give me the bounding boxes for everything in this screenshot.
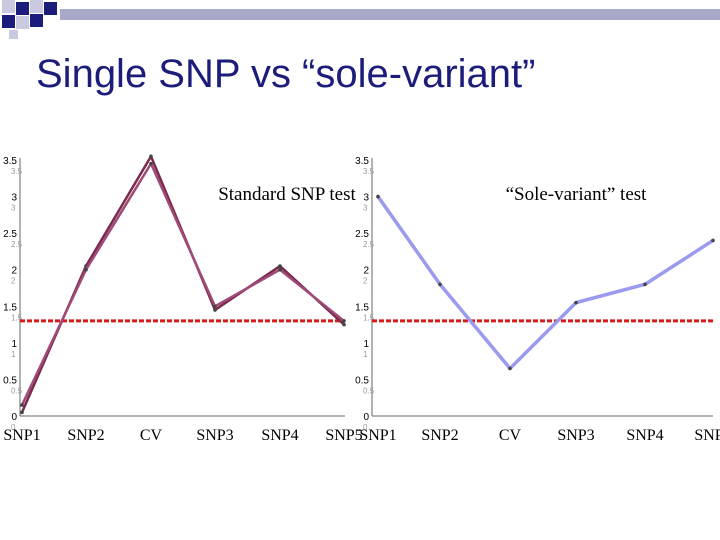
y-tick-label-shadow: 1 (363, 350, 368, 359)
y-tick-label: 1.5 (3, 302, 17, 313)
data-point (574, 300, 578, 305)
data-point (149, 161, 153, 166)
chart-title: Standard SNP test (218, 184, 356, 205)
y-tick-label-shadow: 3 (363, 204, 368, 213)
chart-title: “Sole-variant” test (506, 184, 648, 205)
y-tick-label: 0 (363, 412, 369, 423)
y-tick-label: 1 (11, 339, 17, 350)
y-tick-label-shadow: 2.5 (363, 240, 375, 249)
y-tick-label-shadow: 0.5 (363, 386, 375, 395)
y-tick-label-shadow: 1 (11, 350, 16, 359)
data-point (20, 410, 24, 415)
slide-title: Single SNP vs “sole-variant” (36, 52, 536, 96)
series-line (20, 162, 345, 406)
chart-1: 00 0.50.5 11 1.51.5 22 2.52.5 33 3.53.5 SNP1 SNP2… (3, 154, 363, 444)
y-tick-label-shadow: 1.5 (11, 313, 23, 322)
data-point (213, 304, 217, 309)
data-point (278, 264, 282, 268)
x-category-label: SNP5 (325, 427, 362, 444)
data-point (643, 282, 647, 287)
y-tick-label-shadow: 3 (11, 204, 16, 213)
x-category-label: CV (140, 427, 163, 444)
data-point (438, 282, 442, 287)
x-category-label: SNP2 (421, 427, 458, 444)
y-tick-label-shadow: 0 (11, 423, 16, 432)
y-tick-label: 2 (363, 266, 369, 277)
x-category-label: SNP2 (67, 427, 104, 444)
y-tick-label-shadow: 0.5 (11, 386, 23, 395)
data-point (342, 322, 346, 327)
y-tick-label: 1 (363, 339, 369, 350)
y-tick-label: 1.5 (355, 302, 369, 313)
y-tick-label-shadow: 2.5 (11, 240, 23, 249)
y-tick-label-shadow: 0 (363, 423, 368, 432)
data-point (342, 319, 346, 323)
y-tick-label-shadow: 3.5 (11, 167, 23, 176)
header-decoration (2, 0, 720, 39)
x-category-label: SNP3 (196, 427, 233, 444)
y-tick-label-shadow: 3.5 (363, 167, 375, 176)
data-point (149, 154, 153, 159)
y-tick-label: 3.5 (3, 156, 17, 167)
data-point (376, 194, 380, 199)
series-line (376, 195, 714, 371)
x-category-label: CV (499, 427, 522, 444)
data-point (711, 238, 715, 243)
data-point (278, 267, 282, 272)
y-tick-label: 0 (11, 412, 17, 423)
y-tick-label: 0.5 (3, 375, 17, 386)
chart-2: 00 0.50.5 11 1.51.5 22 2.52.5 33 3.53.5 SNP1 SNP2… (355, 156, 720, 444)
x-category-label: SNP1 (3, 427, 40, 444)
y-tick-label: 2.5 (3, 229, 17, 240)
y-tick-label: 3 (11, 193, 17, 204)
data-point (213, 308, 217, 312)
data-point (20, 403, 24, 407)
y-tick-label: 0.5 (355, 375, 369, 386)
y-tick-label: 2.5 (355, 229, 369, 240)
data-point (84, 267, 88, 272)
x-category-label: SNP3 (557, 427, 594, 444)
header-bar (60, 9, 720, 20)
x-category-label: SNP4 (626, 427, 663, 444)
y-tick-label: 3 (363, 193, 369, 204)
y-tick-label: 3.5 (355, 156, 369, 167)
y-tick-label-shadow: 1.5 (363, 313, 375, 322)
x-category-label: SNP1 (359, 427, 396, 444)
data-point (508, 366, 512, 371)
header-squares (2, 0, 57, 39)
x-category-label: SNP4 (261, 427, 298, 444)
y-tick-label: 2 (11, 266, 17, 277)
x-category-label: SNP5 (694, 427, 720, 444)
y-tick-label-shadow: 2 (11, 277, 16, 286)
y-tick-label-shadow: 2 (363, 277, 368, 286)
